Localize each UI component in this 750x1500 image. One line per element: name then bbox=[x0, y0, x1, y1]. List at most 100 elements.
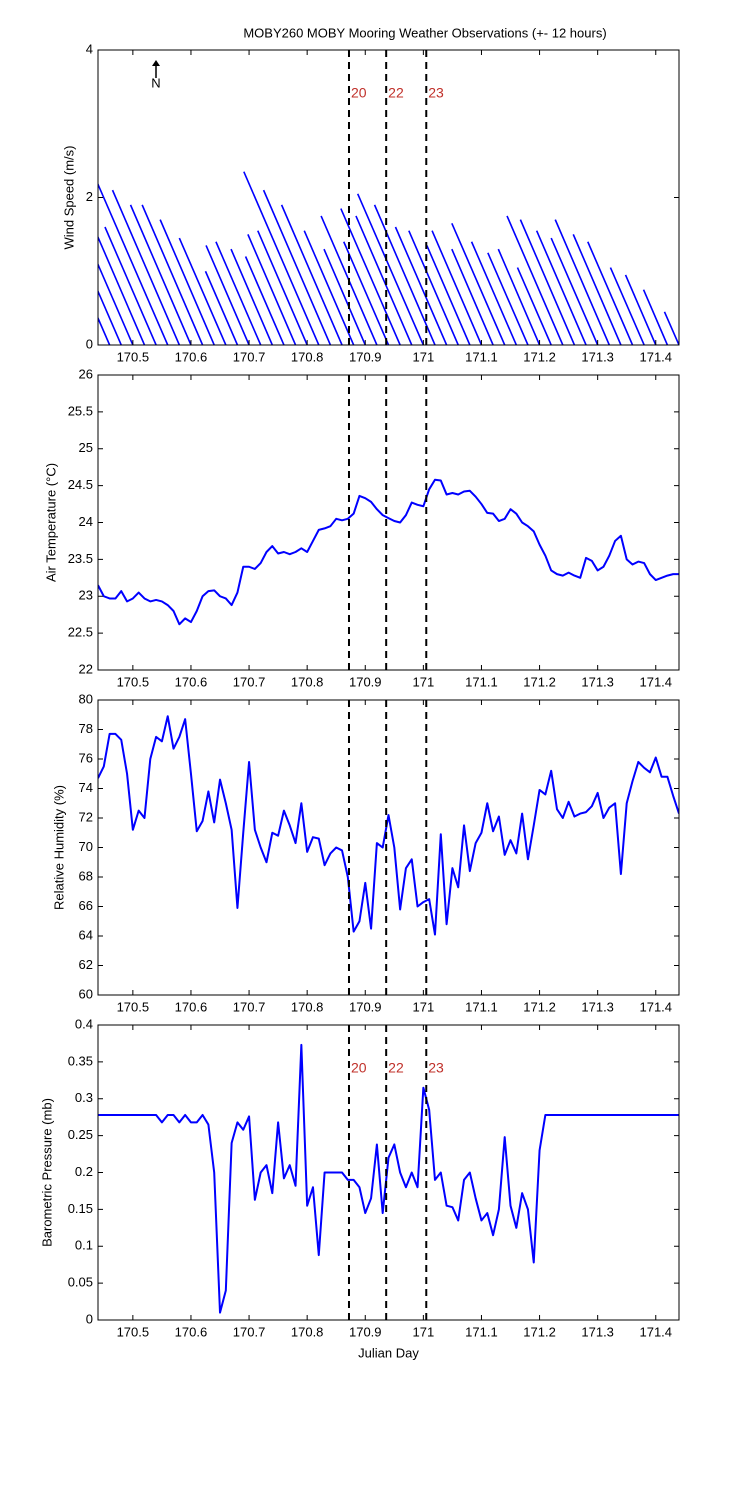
x-tick-label: 171.4 bbox=[639, 999, 672, 1014]
x-tick-label: 171 bbox=[413, 999, 435, 1014]
x-tick-label: 170.7 bbox=[233, 1324, 266, 1339]
plot-area bbox=[98, 478, 679, 626]
wind-stick bbox=[572, 234, 622, 345]
y-tick-label: 0.05 bbox=[68, 1275, 93, 1290]
wind-stick bbox=[394, 226, 448, 345]
wind-stick bbox=[497, 248, 541, 345]
event-label: 23 bbox=[428, 1060, 444, 1076]
event-label: 20 bbox=[351, 1060, 367, 1076]
wind-stick bbox=[609, 267, 645, 345]
wind-stick bbox=[98, 182, 169, 345]
event-label: 23 bbox=[428, 85, 444, 101]
wind-stick bbox=[487, 252, 529, 345]
x-tick-label: 171.2 bbox=[523, 1324, 556, 1339]
wind-stick bbox=[244, 256, 285, 345]
wind-stick bbox=[262, 189, 332, 345]
wind-stick bbox=[519, 219, 576, 345]
wind-stick bbox=[373, 204, 436, 345]
wind-stick bbox=[243, 171, 320, 345]
y-tick-label: 76 bbox=[79, 750, 93, 765]
x-tick-label: 171.2 bbox=[523, 674, 556, 689]
wind-stick bbox=[642, 289, 669, 345]
wind-stick bbox=[111, 189, 181, 345]
x-tick-label: 171 bbox=[413, 349, 435, 364]
x-tick-label: 170.7 bbox=[233, 999, 266, 1014]
y-axis-label: Air Temperature (°C) bbox=[43, 463, 58, 582]
wind-stick bbox=[451, 248, 494, 345]
x-tick-label: 171.4 bbox=[639, 1324, 672, 1339]
x-tick-label: 170.9 bbox=[349, 674, 382, 689]
y-tick-label: 64 bbox=[79, 927, 93, 942]
y-tick-label: 0.4 bbox=[75, 1016, 93, 1031]
x-tick-label: 171.1 bbox=[465, 1324, 498, 1339]
y-tick-label: 0.15 bbox=[68, 1201, 93, 1216]
wind-stick bbox=[205, 245, 250, 345]
y-tick-label: 70 bbox=[79, 839, 93, 854]
x-tick-label: 171.3 bbox=[581, 999, 614, 1014]
y-tick-label: 0 bbox=[86, 336, 93, 351]
wind-stick bbox=[230, 248, 274, 345]
y-tick-label: 72 bbox=[79, 809, 93, 824]
wind-stick bbox=[451, 222, 506, 345]
x-axis-label: Julian Day bbox=[358, 1345, 419, 1360]
wind-stick bbox=[663, 311, 679, 345]
y-tick-label: 4 bbox=[86, 41, 93, 56]
x-tick-label: 170.8 bbox=[291, 349, 324, 364]
wind-stick bbox=[554, 219, 611, 345]
y-tick-label: 62 bbox=[79, 957, 93, 972]
wind-stick bbox=[215, 241, 262, 345]
x-tick-label: 170.9 bbox=[349, 1324, 382, 1339]
plot-frame bbox=[97, 49, 680, 346]
wind-stick bbox=[141, 204, 204, 345]
event-label: 20 bbox=[351, 85, 367, 101]
x-tick-label: 171.3 bbox=[581, 1324, 614, 1339]
x-tick-label: 170.7 bbox=[233, 349, 266, 364]
wind-stick bbox=[587, 241, 634, 345]
wind-stick bbox=[426, 245, 471, 345]
x-tick-label: 171.4 bbox=[639, 349, 672, 364]
wind-stick bbox=[257, 230, 308, 345]
y-tick-label: 24.5 bbox=[68, 477, 93, 492]
x-tick-label: 170.8 bbox=[291, 999, 324, 1014]
x-tick-label: 171.1 bbox=[465, 674, 498, 689]
y-tick-label: 78 bbox=[79, 721, 93, 736]
x-tick-label: 171.4 bbox=[639, 674, 672, 689]
wind-stick bbox=[408, 230, 459, 345]
x-tick-label: 171 bbox=[413, 674, 435, 689]
north-arrow-head bbox=[152, 60, 160, 66]
x-tick-label: 171.1 bbox=[465, 999, 498, 1014]
y-tick-label: 68 bbox=[79, 868, 93, 883]
plot-frame bbox=[97, 374, 680, 671]
y-tick-label: 25 bbox=[79, 440, 93, 455]
y-axis-label: Wind Speed (m/s) bbox=[61, 145, 76, 249]
x-tick-label: 171.2 bbox=[523, 999, 556, 1014]
plot-frame bbox=[97, 699, 680, 996]
wind-stick bbox=[470, 241, 518, 345]
wind-stick bbox=[178, 237, 227, 345]
wind-stick bbox=[535, 230, 587, 345]
x-tick-label: 170.6 bbox=[175, 674, 208, 689]
event-label: 22 bbox=[388, 1060, 404, 1076]
y-tick-label: 2 bbox=[86, 189, 93, 204]
data-line bbox=[98, 478, 679, 626]
x-tick-label: 171.3 bbox=[581, 674, 614, 689]
x-tick-label: 170.9 bbox=[349, 999, 382, 1014]
plot-area bbox=[98, 715, 679, 936]
y-axis-label: Relative Humidity (%) bbox=[51, 785, 66, 910]
plot-area bbox=[98, 171, 679, 345]
wind-stick bbox=[355, 215, 413, 345]
x-tick-label: 170.6 bbox=[175, 999, 208, 1014]
north-label: N bbox=[151, 75, 160, 90]
y-tick-label: 23.5 bbox=[68, 551, 93, 566]
wind-stick bbox=[343, 241, 390, 345]
data-line bbox=[98, 1043, 679, 1314]
plot-frame bbox=[97, 1024, 680, 1321]
y-tick-label: 66 bbox=[79, 898, 93, 913]
wind-stick bbox=[356, 193, 425, 345]
x-tick-label: 170.8 bbox=[291, 1324, 324, 1339]
y-tick-label: 22 bbox=[79, 661, 93, 676]
y-tick-label: 60 bbox=[79, 986, 93, 1001]
y-tick-label: 0.3 bbox=[75, 1090, 93, 1105]
y-tick-label: 22.5 bbox=[68, 625, 93, 640]
